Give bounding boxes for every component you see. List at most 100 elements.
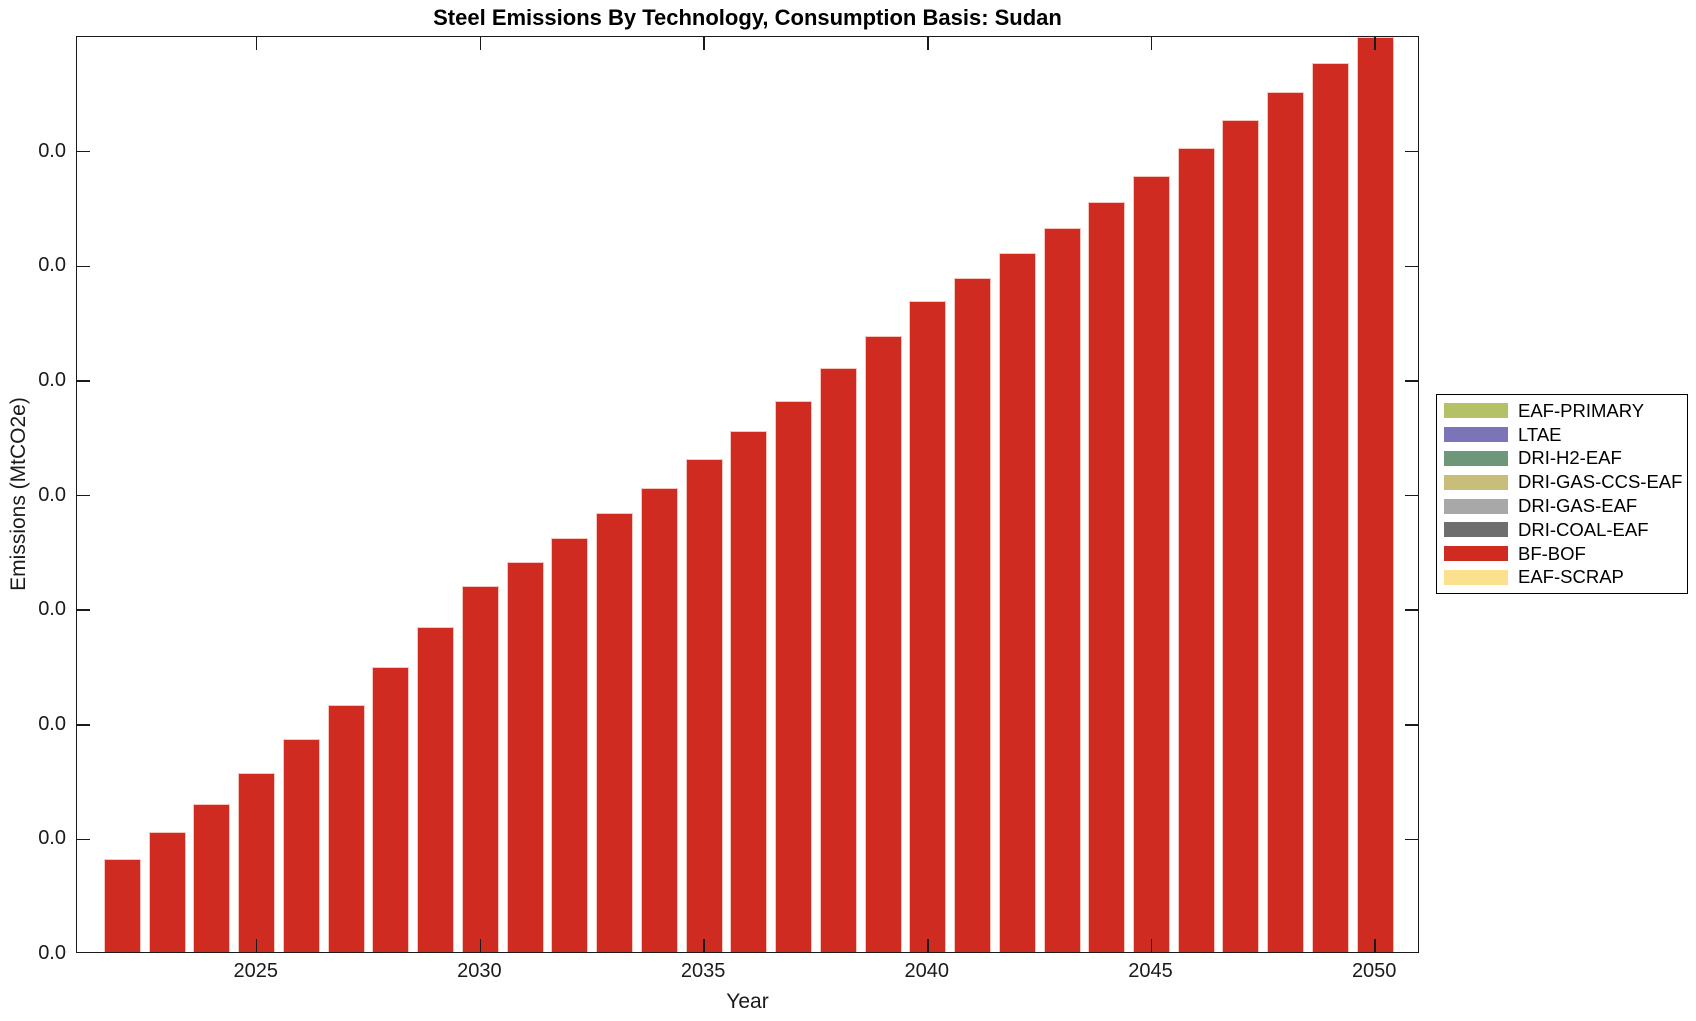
y-tick-left-0 bbox=[77, 951, 90, 954]
legend-rows: EAF-PRIMARY LTAE DRI-H2-EAF DRI-GAS-CCS-EAF… bbox=[1444, 399, 1687, 589]
legend-label-dri-gas-ccs-eaf: DRI-GAS-CCS-EAF bbox=[1518, 471, 1683, 493]
y-tick-left-7 bbox=[77, 150, 90, 153]
bar-2024 bbox=[193, 803, 231, 952]
bar-2030 bbox=[461, 585, 499, 952]
bar-2023 bbox=[148, 831, 186, 952]
y-tick-left-2 bbox=[77, 724, 90, 726]
y-tick-label-7: 0.0 bbox=[38, 139, 66, 162]
x-tick-bottom-2040 bbox=[927, 939, 929, 952]
legend-swatch-dri-h2-eaf bbox=[1444, 450, 1508, 466]
y-tick-label-6: 0.0 bbox=[38, 254, 66, 277]
x-tick-top-2040 bbox=[927, 37, 929, 50]
y-tick-right-3 bbox=[1405, 609, 1418, 611]
y-tick-right-1 bbox=[1405, 838, 1418, 841]
bar-2026 bbox=[282, 739, 320, 952]
legend-swatch-dri-gas-eaf bbox=[1444, 498, 1508, 514]
legend-swatch-eaf-scrap bbox=[1444, 569, 1508, 585]
x-tick-top-2025 bbox=[255, 37, 258, 50]
bar-2040 bbox=[909, 300, 947, 952]
x-tick-label-2030: 2030 bbox=[457, 960, 502, 982]
bar-2041 bbox=[954, 277, 992, 952]
legend-row-eaf-scrap: EAF-SCRAP bbox=[1444, 566, 1687, 590]
x-tick-top-2030 bbox=[479, 37, 482, 50]
legend-row-dri-gas-ccs-eaf: DRI-GAS-CCS-EAF bbox=[1444, 470, 1687, 494]
y-tick-right-7 bbox=[1405, 150, 1418, 153]
legend: EAF-PRIMARY LTAE DRI-H2-EAF DRI-GAS-CCS-EAF… bbox=[1436, 394, 1688, 595]
bar-2025 bbox=[238, 772, 276, 952]
bar-2047 bbox=[1222, 119, 1260, 952]
bar-2028 bbox=[372, 667, 410, 952]
y-tick-left-3 bbox=[77, 609, 90, 611]
x-tick-top-2035 bbox=[703, 37, 705, 50]
legend-label-eaf-primary: EAF-PRIMARY bbox=[1518, 399, 1645, 421]
y-tick-label-3: 0.0 bbox=[38, 598, 66, 621]
legend-swatch-dri-coal-eaf bbox=[1444, 522, 1508, 538]
x-tick-bottom-2030 bbox=[479, 939, 482, 952]
y-tick-left-4 bbox=[77, 494, 90, 497]
legend-label-ltae: LTAE bbox=[1518, 423, 1562, 445]
legend-label-eaf-scrap: EAF-SCRAP bbox=[1518, 566, 1624, 588]
bar-2031 bbox=[506, 561, 544, 952]
x-tick-bottom-2025 bbox=[255, 939, 258, 952]
plot-area bbox=[76, 36, 1419, 954]
legend-row-dri-h2-eaf: DRI-H2-EAF bbox=[1444, 447, 1687, 471]
y-tick-right-5 bbox=[1405, 380, 1418, 382]
bar-2036 bbox=[730, 430, 768, 952]
y-tick-left-5 bbox=[77, 380, 90, 382]
x-tick-label-2035: 2035 bbox=[680, 960, 726, 982]
bar-2043 bbox=[1043, 227, 1081, 952]
legend-row-dri-coal-eaf: DRI-COAL-EAF bbox=[1444, 518, 1687, 542]
y-tick-right-0 bbox=[1405, 951, 1418, 954]
bar-2046 bbox=[1177, 147, 1215, 952]
bar-2048 bbox=[1267, 91, 1305, 952]
legend-label-dri-h2-eaf: DRI-H2-EAF bbox=[1518, 447, 1622, 469]
legend-label-dri-coal-eaf: DRI-COAL-EAF bbox=[1518, 518, 1649, 540]
y-tick-right-6 bbox=[1405, 265, 1418, 267]
y-tick-label-5: 0.0 bbox=[38, 368, 66, 391]
y-tick-label-2: 0.0 bbox=[38, 712, 66, 735]
bar-2039 bbox=[864, 335, 902, 952]
legend-row-eaf-primary: EAF-PRIMARY bbox=[1444, 399, 1687, 423]
bar-2033 bbox=[596, 513, 634, 952]
x-tick-label-2050: 2050 bbox=[1351, 960, 1397, 982]
bar-2022 bbox=[104, 858, 141, 952]
legend-swatch-eaf-primary bbox=[1444, 403, 1508, 419]
x-tick-bottom-2045 bbox=[1150, 939, 1153, 952]
bar-2034 bbox=[640, 488, 678, 952]
y-tick-right-4 bbox=[1405, 494, 1418, 497]
x-tick-top-2045 bbox=[1150, 37, 1153, 50]
x-tick-label-2025: 2025 bbox=[233, 960, 278, 982]
legend-swatch-bf-bof bbox=[1444, 546, 1508, 562]
x-tick-label-2040: 2040 bbox=[904, 960, 950, 982]
x-axis-label: Year bbox=[726, 990, 769, 1013]
bar-2050 bbox=[1356, 36, 1394, 952]
bar-2029 bbox=[417, 626, 455, 952]
legend-label-bf-bof: BF-BOF bbox=[1518, 542, 1586, 564]
x-tick-bottom-2035 bbox=[703, 939, 705, 952]
y-tick-right-2 bbox=[1405, 724, 1418, 726]
legend-row-bf-bof: BF-BOF bbox=[1444, 542, 1687, 566]
bar-2044 bbox=[1088, 201, 1126, 952]
bar-2038 bbox=[819, 367, 857, 952]
bar-2045 bbox=[1133, 175, 1170, 952]
legend-label-dri-gas-eaf: DRI-GAS-EAF bbox=[1518, 495, 1638, 517]
bar-2049 bbox=[1311, 62, 1349, 952]
y-tick-label-4: 0.0 bbox=[38, 483, 66, 506]
y-tick-label-1: 0.0 bbox=[38, 827, 66, 850]
x-tick-bottom-2050 bbox=[1374, 939, 1376, 952]
legend-swatch-dri-gas-ccs-eaf bbox=[1444, 474, 1508, 490]
bar-2032 bbox=[551, 537, 589, 952]
legend-row-ltae: LTAE bbox=[1444, 423, 1687, 447]
bar-2037 bbox=[775, 400, 813, 952]
bar-2042 bbox=[998, 252, 1036, 952]
bar-2027 bbox=[327, 704, 365, 952]
y-tick-label-0: 0.0 bbox=[38, 942, 66, 964]
legend-row-dri-gas-eaf: DRI-GAS-EAF bbox=[1444, 494, 1687, 518]
x-tick-top-2050 bbox=[1374, 37, 1376, 50]
y-tick-left-6 bbox=[77, 265, 90, 267]
chart-title: Steel Emissions By Technology, Consumpti… bbox=[433, 5, 1062, 30]
bar-2035 bbox=[685, 458, 723, 952]
legend-swatch-ltae bbox=[1444, 427, 1508, 443]
x-tick-label-2045: 2045 bbox=[1128, 960, 1173, 982]
